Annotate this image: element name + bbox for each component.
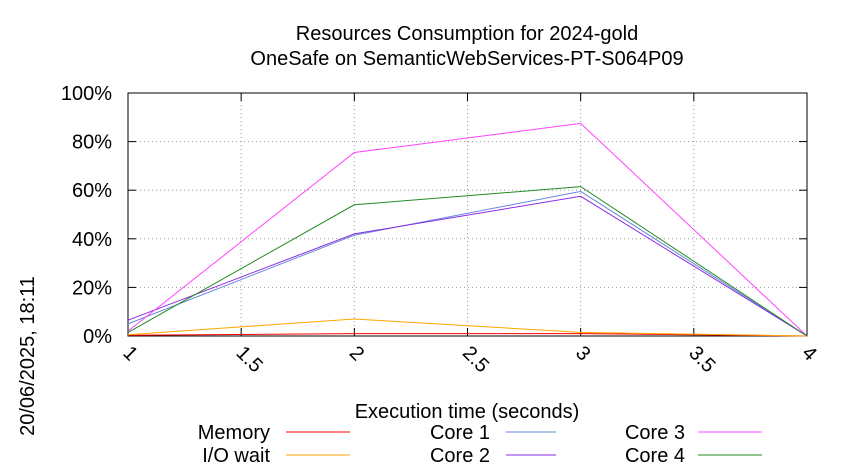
x-tick-label: 1	[118, 342, 141, 365]
y-tick-label: 20%	[72, 277, 112, 299]
chart-subtitle: OneSafe on SemanticWebServices-PT-S064P0…	[250, 48, 683, 70]
series-line-core-2	[127, 195, 808, 337]
y-tick-label: 80%	[72, 132, 112, 154]
legend-label: Core 1	[430, 422, 490, 444]
timestamp-label: 20/06/2025, 18:11	[17, 276, 39, 436]
legend-label: Core 2	[430, 445, 490, 467]
x-tick-label: 2	[345, 342, 368, 365]
x-tick-label: 3	[571, 342, 594, 365]
x-tick-label: 3.5	[684, 342, 719, 377]
legend-label: I/O wait	[202, 445, 270, 467]
legend-label: Memory	[198, 422, 270, 444]
series-line-i-o-wait	[127, 318, 808, 337]
x-axis-label: Execution time (seconds)	[355, 401, 580, 423]
series-line-core-4	[127, 186, 808, 337]
legend-label: Core 3	[625, 422, 685, 444]
series-line-core-1	[127, 190, 808, 337]
y-tick-label: 60%	[72, 180, 112, 202]
y-tick-label: 40%	[72, 229, 112, 251]
legend-label: Core 4	[625, 445, 685, 467]
x-tick-label: 2.5	[458, 342, 493, 377]
y-tick-label: 0%	[83, 326, 112, 348]
series-line-core-3	[127, 122, 808, 337]
series-line-memory	[127, 333, 808, 337]
x-tick-label: 1.5	[232, 342, 267, 377]
chart-title: Resources Consumption for 2024-gold	[296, 23, 638, 45]
y-tick-label: 100%	[61, 83, 112, 105]
x-tick-label: 4	[797, 342, 820, 365]
